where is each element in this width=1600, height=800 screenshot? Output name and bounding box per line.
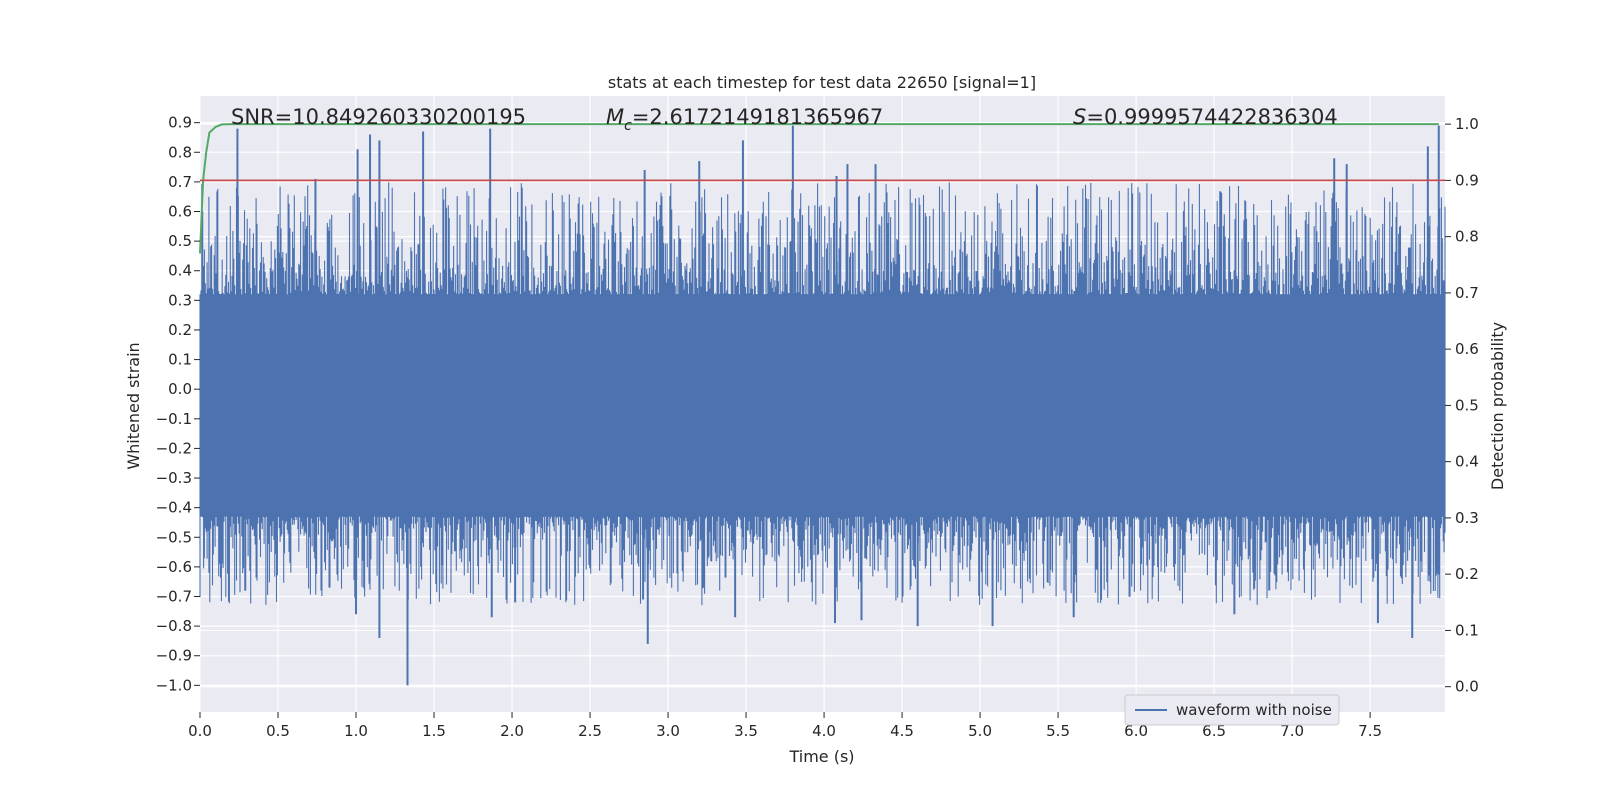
y-tick-label: 0.9 [168,114,192,132]
y-tick-label: −0.4 [156,499,192,517]
x-tick-label: 4.0 [812,722,836,740]
waveform-series [199,125,1446,686]
y2-tick-label: 0.4 [1455,453,1479,471]
y2-tick-label: 0.5 [1455,396,1479,414]
y-tick-label: −0.2 [156,439,192,457]
x-tick-label: 0.0 [188,722,212,740]
x-tick-label: 2.5 [578,722,602,740]
y-axis-title: Whitened strain [124,342,143,469]
waveform-noise [199,182,1446,606]
legend-label: waveform with noise [1176,701,1332,719]
y-tick-label: −0.6 [156,558,192,576]
chart-title: stats at each timestep for test data 226… [608,73,1036,92]
y-tick-label: 0.3 [168,291,192,309]
x-tick-label: 6.5 [1202,722,1226,740]
y2-tick-label: 0.7 [1455,284,1479,302]
annotation-mc: Mc=2.6172149181365967 [606,105,883,134]
legend-box [1124,694,1340,726]
y2-tick-label: 0.8 [1455,228,1479,246]
y-tick-label: 0.2 [168,321,192,339]
annotation-s: S=0.9999574422836304 [1073,105,1338,129]
y-tick-label: 0.4 [168,262,192,280]
annotation-mc-subscript: c [624,118,632,134]
x-axis-title: Time (s) [788,747,854,766]
y-tick-label: 0.5 [168,232,192,250]
x-tick-label: 6.0 [1124,722,1148,740]
y-tick-label: 0.6 [168,203,192,221]
x-tick-label: 1.5 [422,722,446,740]
x-tick-label: 5.0 [968,722,992,740]
y-tick-label: −0.5 [156,528,192,546]
y-tick-label: 0.1 [168,351,192,369]
y-tick-label: −0.1 [156,410,192,428]
probability-line [199,123,1439,254]
x-tick-label: 7.0 [1280,722,1304,740]
x-tick-label: 3.5 [734,722,758,740]
annotation-mc-value: =2.6172149181365967 [632,105,883,129]
y2-tick-label: 0.3 [1455,509,1479,527]
y-tick-label: −0.3 [156,469,192,487]
annotation-snr: SNR=10.849260330200195 [231,105,526,129]
x-tick-label: 7.5 [1358,722,1382,740]
y-tick-label: 0.8 [168,143,192,161]
y2-tick-label: 1.0 [1455,115,1479,133]
x-tick-label: 5.5 [1046,722,1070,740]
x-tick-label: 1.0 [344,722,368,740]
annotation-s-symbol: S [1073,105,1086,129]
y-tick-label: −0.8 [156,617,192,635]
annotation-s-value: =0.9999574422836304 [1086,105,1337,129]
y2-tick-label: 0.0 [1455,678,1479,696]
annotation-mc-symbol: M [606,105,624,129]
legend: waveform with noise [1124,694,1340,726]
x-tick-label: 4.5 [890,722,914,740]
y-tick-label: −1.0 [156,676,192,694]
x-tick-label: 3.0 [656,722,680,740]
x-tick-label: 2.0 [500,722,524,740]
y-tick-label: −0.7 [156,588,192,606]
y-tick-label: −0.9 [156,647,192,665]
y2-axis-title: Detection probability [1488,322,1507,490]
y2-axis: 1.0 0.9 0.8 0.7 0.6 0.5 0.4 0.3 0.2 0.1 0.0 [1445,115,1479,696]
y-tick-label: 0.0 [168,380,192,398]
y2-tick-label: 0.9 [1455,171,1479,189]
y-tick-label: 0.7 [168,173,192,191]
y2-tick-label: 0.6 [1455,340,1479,358]
x-tick-label: 0.5 [266,722,290,740]
y-axis: 0.9 0.8 0.7 0.6 0.5 0.4 0.3 0.2 0.1 0.0 −0.1 −0.2 −0… [156,114,200,694]
y2-tick-label: 0.2 [1455,565,1479,583]
y2-tick-label: 0.1 [1455,621,1479,639]
x-axis: 0.0 0.5 1.0 1.5 2.0 2.5 3.0 3.5 4.0 4.5 5.0 5.5 6.0 6… [188,712,1382,740]
